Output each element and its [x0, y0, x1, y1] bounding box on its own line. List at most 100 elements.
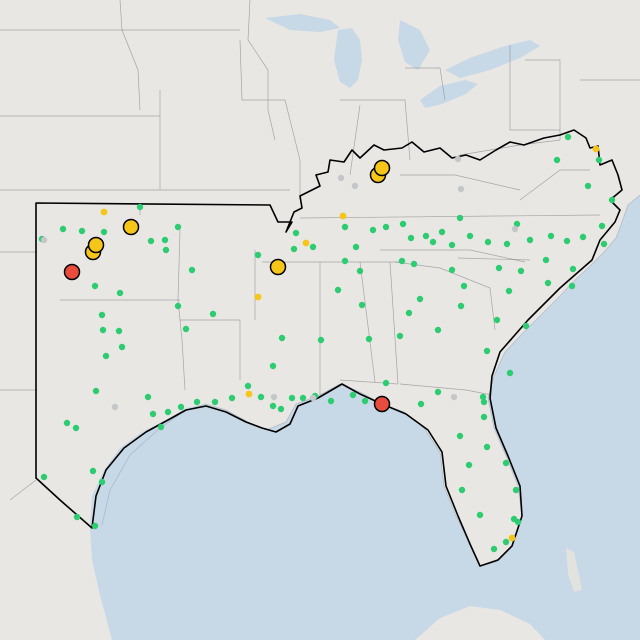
gray-station-marker[interactable]: [457, 185, 465, 193]
green-station-marker[interactable]: [479, 393, 487, 401]
green-station-marker[interactable]: [407, 234, 415, 242]
green-station-marker[interactable]: [341, 223, 349, 231]
green-station-marker[interactable]: [458, 486, 466, 494]
green-station-marker[interactable]: [72, 424, 80, 432]
green-station-marker[interactable]: [410, 260, 418, 268]
green-station-marker[interactable]: [290, 245, 298, 253]
green-station-marker[interactable]: [292, 229, 300, 237]
green-station-marker[interactable]: [177, 403, 185, 411]
gray-station-marker[interactable]: [309, 394, 317, 402]
green-station-marker[interactable]: [309, 243, 317, 251]
green-station-marker[interactable]: [352, 243, 360, 251]
green-station-marker[interactable]: [422, 232, 430, 240]
green-station-marker[interactable]: [257, 393, 265, 401]
large-red-station-marker[interactable]: [63, 263, 81, 281]
large-yellow-station-marker[interactable]: [269, 258, 287, 276]
green-station-marker[interactable]: [513, 220, 521, 228]
green-station-marker[interactable]: [522, 322, 530, 330]
green-station-marker[interactable]: [288, 394, 296, 402]
green-station-marker[interactable]: [269, 362, 277, 370]
gray-station-marker[interactable]: [511, 225, 519, 233]
green-station-marker[interactable]: [182, 325, 190, 333]
green-station-marker[interactable]: [188, 266, 196, 274]
green-station-marker[interactable]: [63, 419, 71, 427]
large-yellow-station-marker[interactable]: [373, 159, 391, 177]
green-station-marker[interactable]: [98, 311, 106, 319]
green-station-marker[interactable]: [144, 393, 152, 401]
yellow-station-marker[interactable]: [592, 145, 600, 153]
green-station-marker[interactable]: [102, 352, 110, 360]
yellow-station-marker[interactable]: [100, 208, 108, 216]
green-station-marker[interactable]: [579, 233, 587, 241]
green-station-marker[interactable]: [512, 486, 520, 494]
gray-station-marker[interactable]: [450, 393, 458, 401]
green-station-marker[interactable]: [116, 289, 124, 297]
green-station-marker[interactable]: [466, 232, 474, 240]
green-station-marker[interactable]: [480, 398, 488, 406]
green-station-marker[interactable]: [356, 267, 364, 275]
green-station-marker[interactable]: [73, 513, 81, 521]
green-station-marker[interactable]: [382, 223, 390, 231]
yellow-station-marker[interactable]: [254, 293, 262, 301]
green-station-marker[interactable]: [398, 257, 406, 265]
green-station-marker[interactable]: [434, 388, 442, 396]
green-station-marker[interactable]: [506, 369, 514, 377]
green-station-marker[interactable]: [553, 156, 561, 164]
large-yellow-station-marker[interactable]: [87, 236, 105, 254]
green-station-marker[interactable]: [563, 237, 571, 245]
green-station-marker[interactable]: [484, 238, 492, 246]
green-station-marker[interactable]: [349, 391, 357, 399]
green-station-marker[interactable]: [118, 343, 126, 351]
green-station-marker[interactable]: [91, 282, 99, 290]
green-station-marker[interactable]: [564, 133, 572, 141]
green-station-marker[interactable]: [277, 405, 285, 413]
green-station-marker[interactable]: [162, 246, 170, 254]
green-station-marker[interactable]: [98, 478, 106, 486]
gray-station-marker[interactable]: [270, 393, 278, 401]
green-station-marker[interactable]: [278, 334, 286, 342]
green-station-marker[interactable]: [78, 227, 86, 235]
large-red-station-marker[interactable]: [373, 395, 391, 413]
green-station-marker[interactable]: [448, 266, 456, 274]
green-station-marker[interactable]: [460, 282, 468, 290]
green-station-marker[interactable]: [456, 214, 464, 222]
yellow-station-marker[interactable]: [245, 390, 253, 398]
green-station-marker[interactable]: [438, 228, 446, 236]
green-station-marker[interactable]: [595, 156, 603, 164]
green-station-marker[interactable]: [505, 287, 513, 295]
green-station-marker[interactable]: [89, 467, 97, 475]
green-station-marker[interactable]: [600, 240, 608, 248]
green-station-marker[interactable]: [456, 432, 464, 440]
green-station-marker[interactable]: [429, 238, 437, 246]
green-station-marker[interactable]: [457, 302, 465, 310]
green-station-marker[interactable]: [503, 240, 511, 248]
green-station-marker[interactable]: [544, 279, 552, 287]
green-station-marker[interactable]: [136, 203, 144, 211]
green-station-marker[interactable]: [382, 379, 390, 387]
green-station-marker[interactable]: [254, 251, 262, 259]
green-station-marker[interactable]: [244, 382, 252, 390]
green-station-marker[interactable]: [147, 237, 155, 245]
green-station-marker[interactable]: [502, 538, 510, 546]
green-station-marker[interactable]: [92, 387, 100, 395]
green-station-marker[interactable]: [396, 332, 404, 340]
green-station-marker[interactable]: [483, 443, 491, 451]
green-station-marker[interactable]: [495, 264, 503, 272]
green-station-marker[interactable]: [365, 335, 373, 343]
green-station-marker[interactable]: [299, 394, 307, 402]
green-station-marker[interactable]: [174, 223, 182, 231]
gray-station-marker[interactable]: [351, 182, 359, 190]
green-station-marker[interactable]: [399, 220, 407, 228]
yellow-station-marker[interactable]: [508, 534, 516, 542]
green-station-marker[interactable]: [174, 302, 182, 310]
green-station-marker[interactable]: [514, 518, 522, 526]
gray-station-marker[interactable]: [337, 174, 345, 182]
green-station-marker[interactable]: [417, 400, 425, 408]
gray-station-marker[interactable]: [40, 236, 48, 244]
green-station-marker[interactable]: [434, 326, 442, 334]
gray-station-marker[interactable]: [454, 155, 462, 163]
green-station-marker[interactable]: [584, 182, 592, 190]
green-station-marker[interactable]: [502, 459, 510, 467]
yellow-station-marker[interactable]: [302, 239, 310, 247]
